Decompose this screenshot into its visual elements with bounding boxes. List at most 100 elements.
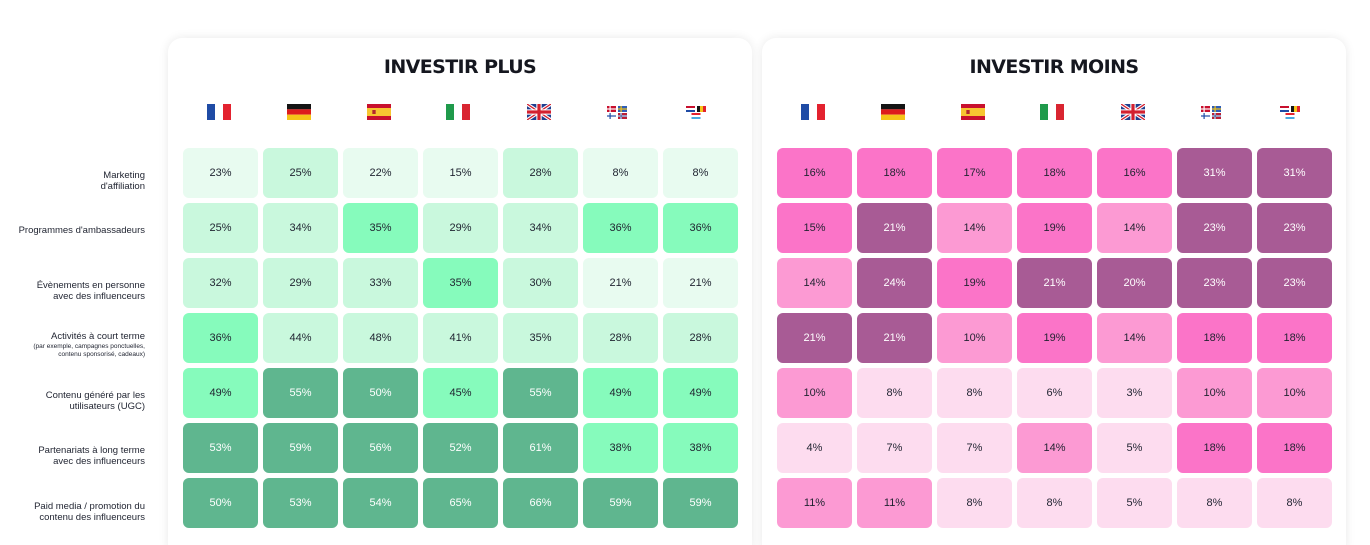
heatmap-cell: 32% [183,258,258,308]
row-label-text: Paid media / promotion du contenu des in… [34,501,145,523]
heatmap-cell: 11% [857,478,932,528]
france-flag-icon [801,104,876,124]
heatmap-cell: 23% [1177,258,1252,308]
heatmap-cell: 14% [1017,423,1092,473]
row-label: Contenu généré par les utilisateurs (UGC… [0,379,145,412]
heatmap-cell: 17% [937,148,1012,198]
heatmap-cell: 8% [663,148,738,198]
heatmap-cell: 25% [263,148,338,198]
heatmap-cell: 35% [503,313,578,363]
heatmap-cell: 35% [423,258,498,308]
heatmap-cell: 6% [1017,368,1092,418]
benelux-flags-icon [1280,104,1355,124]
heatmap-cell: 25% [183,203,258,253]
heatmap-cell: 8% [937,478,1012,528]
heatmap-cell: 5% [1097,423,1172,473]
heatmap-cell: 28% [663,313,738,363]
row-label-text: Programmes d'ambassadeurs [18,225,145,236]
heatmap-cell: 30% [503,258,578,308]
heatmap-cell: 21% [583,258,658,308]
heatmap-cell: 18% [1017,148,1092,198]
italy-flag-icon [446,104,521,124]
heatmap-cell: 38% [583,423,658,473]
france-flag-icon [207,104,282,124]
row-label: Évènements en personne avec des influenc… [0,269,145,302]
heatmap-cell: 18% [1257,313,1332,363]
heatmap-cell: 52% [423,423,498,473]
heatmap-cell: 8% [937,368,1012,418]
heatmap-cell: 49% [663,368,738,418]
heatmap-cell: 36% [663,203,738,253]
germany-flag-icon [881,104,956,124]
heatmap-cell: 66% [503,478,578,528]
heatmap-cell: 11% [777,478,852,528]
heatmap-cell: 55% [263,368,338,418]
heatmap-cell: 48% [343,313,418,363]
heatmap-cell: 54% [343,478,418,528]
heatmap-cell: 59% [583,478,658,528]
heatmap-cell: 16% [1097,148,1172,198]
heatmap-cell: 21% [663,258,738,308]
row-label: Activités à court terme (par exemple, ca… [0,320,145,370]
heatmap-cell: 15% [777,203,852,253]
heatmap-cell: 5% [1097,478,1172,528]
italy-flag-icon [1040,104,1115,124]
heatmap-cell: 59% [663,478,738,528]
heatmap-cell: 29% [263,258,338,308]
country-flags-row [168,104,752,124]
heatmap-cell: 10% [937,313,1012,363]
heatmap-cell: 18% [1177,423,1252,473]
heatmap-cell: 21% [857,313,932,363]
heatmap-cell: 14% [777,258,852,308]
country-flags-row [762,104,1346,124]
heatmap-cell: 18% [857,148,932,198]
heatmap-cell: 45% [423,368,498,418]
heatmap-cell: 36% [183,313,258,363]
heatmap-cell: 8% [1257,478,1332,528]
heatmap-cell: 4% [777,423,852,473]
heatmap-cell: 7% [937,423,1012,473]
heatmap-cell: 19% [1017,203,1092,253]
row-label-subtext: (par exemple, campagnes ponctuelles, con… [33,343,145,358]
heatmap-cell: 8% [583,148,658,198]
heatmap-cell: 36% [583,203,658,253]
spain-flag-icon [961,104,1036,124]
row-label: Programmes d'ambassadeurs [0,214,145,236]
nordics-flags-icon [1201,104,1276,124]
heatmap-cell: 10% [1257,368,1332,418]
heatmap-cell: 28% [503,148,578,198]
heatmap-cell: 21% [1017,258,1092,308]
heatmap-cell: 19% [1017,313,1092,363]
row-label-text: Activités à court terme [51,331,145,342]
heatmap-cell: 53% [183,423,258,473]
heatmap-cell: 50% [343,368,418,418]
heatmap-cell: 16% [777,148,852,198]
heatmap-cell: 49% [183,368,258,418]
heatmap-cell: 34% [503,203,578,253]
heatmap-cell: 14% [1097,203,1172,253]
heatmap-cell: 19% [937,258,1012,308]
row-label: Marketing d'affiliation [0,159,145,192]
investir-moins-panel: INVESTIR MOINS 16% 18% 17% 18% 16% 31% 31% 15% 2… [762,38,1346,545]
heatmap-cell: 33% [343,258,418,308]
heatmap-cell: 59% [263,423,338,473]
heatmap-cell: 20% [1097,258,1172,308]
panel-title: INVESTIR PLUS [383,56,537,78]
investir-plus-panel: INVESTIR PLUS 23% 25% 22% 15% 28% 8% 8% 25% 34% 3… [168,38,752,545]
heatmap-cell: 22% [343,148,418,198]
heatmap-cell: 15% [423,148,498,198]
heatmap-cell: 14% [937,203,1012,253]
heatmap-cell: 29% [423,203,498,253]
heatmap-cell: 61% [503,423,578,473]
heatmap-cell: 23% [183,148,258,198]
heatmap-cell: 38% [663,423,738,473]
heatmap-cell: 8% [1017,478,1092,528]
germany-flag-icon [287,104,362,124]
heatmap-cell: 3% [1097,368,1172,418]
heatmap-cell: 35% [343,203,418,253]
row-label-text: Évènements en personne avec des influenc… [36,280,145,302]
heatmap-cell: 23% [1257,203,1332,253]
heatmap-cell: 18% [1177,313,1252,363]
heatmap-cell: 65% [423,478,498,528]
